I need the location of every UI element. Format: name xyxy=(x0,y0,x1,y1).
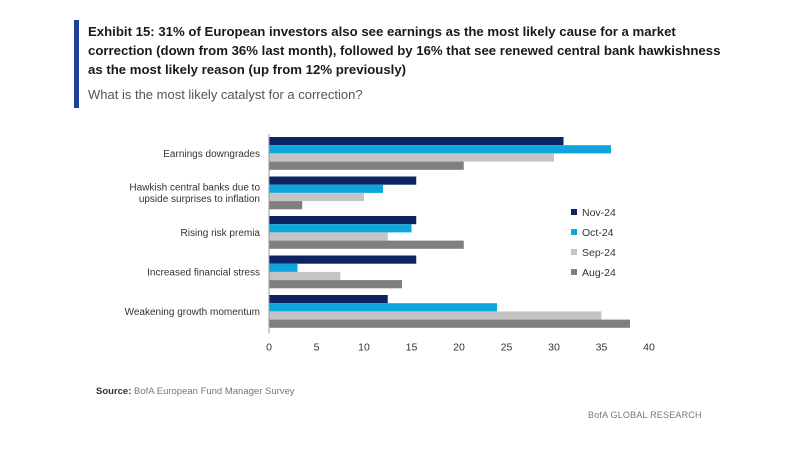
x-tick-label-20: 20 xyxy=(453,342,465,354)
bar-sep-24-2 xyxy=(269,232,388,241)
legend-swatch-oct-24 xyxy=(571,229,577,235)
x-tick-label-15: 15 xyxy=(406,342,418,354)
bar-aug-24-4 xyxy=(269,319,630,328)
x-tick-label-25: 25 xyxy=(501,342,513,354)
chart-subtitle: What is the most likely catalyst for a c… xyxy=(88,87,363,102)
legend-label-aug-24: Aug-24 xyxy=(582,267,616,279)
bar-nov-24-4 xyxy=(269,295,388,304)
bar-sep-24-0 xyxy=(269,153,554,162)
category-label-1-1: upside surprises to inflation xyxy=(139,194,260,205)
bar-oct-24-2 xyxy=(269,224,412,233)
legend-label-nov-24: Nov-24 xyxy=(582,207,616,219)
bar-oct-24-0 xyxy=(269,145,611,154)
legend-label-oct-24: Oct-24 xyxy=(582,227,614,239)
bar-nov-24-2 xyxy=(269,216,417,225)
legend-swatch-nov-24 xyxy=(571,209,577,215)
title-accent-bar xyxy=(74,20,79,108)
bar-nov-24-3 xyxy=(269,255,417,264)
source-label: Source: xyxy=(96,386,132,397)
x-tick-label-5: 5 xyxy=(314,342,320,354)
bar-chart: Earnings downgrades Hawkish central banks… xyxy=(125,134,655,354)
bar-oct-24-3 xyxy=(269,263,298,272)
bar-aug-24-0 xyxy=(269,161,464,170)
legend-label-sep-24: Sep-24 xyxy=(582,247,616,259)
legend-swatch-aug-24 xyxy=(571,269,577,275)
category-label-3-0: Increased financial stress xyxy=(147,267,260,278)
x-tick-label-0: 0 xyxy=(266,342,272,354)
legend-swatch-sep-24 xyxy=(571,249,577,255)
bar-aug-24-2 xyxy=(269,240,464,249)
bar-nov-24-1 xyxy=(269,176,417,185)
bar-sep-24-1 xyxy=(269,192,364,202)
x-tick-label-35: 35 xyxy=(596,342,608,354)
bar-sep-24-3 xyxy=(269,271,341,281)
category-label-0-0: Earnings downgrades xyxy=(163,149,260,160)
brand-label: BofA GLOBAL RESEARCH xyxy=(588,410,702,420)
bar-oct-24-4 xyxy=(269,303,497,312)
x-tick-label-40: 40 xyxy=(643,342,655,354)
category-label-2-0: Rising risk premia xyxy=(181,228,261,239)
source-note: Source: BofA European Fund Manager Surve… xyxy=(96,386,295,397)
category-label-1-0: Hawkish central banks due to xyxy=(129,183,260,194)
bar-aug-24-1 xyxy=(269,201,303,210)
bar-aug-24-3 xyxy=(269,280,402,289)
bar-sep-24-4 xyxy=(269,311,602,320)
bar-nov-24-0 xyxy=(269,137,564,146)
bar-oct-24-1 xyxy=(269,184,383,193)
chart-title: Exhibit 15: 31% of European investors al… xyxy=(88,24,721,77)
x-tick-label-30: 30 xyxy=(548,342,560,354)
category-label-4-0: Weakening growth momentum xyxy=(125,307,260,318)
source-text: BofA European Fund Manager Survey xyxy=(134,386,295,397)
x-tick-label-10: 10 xyxy=(358,342,370,354)
